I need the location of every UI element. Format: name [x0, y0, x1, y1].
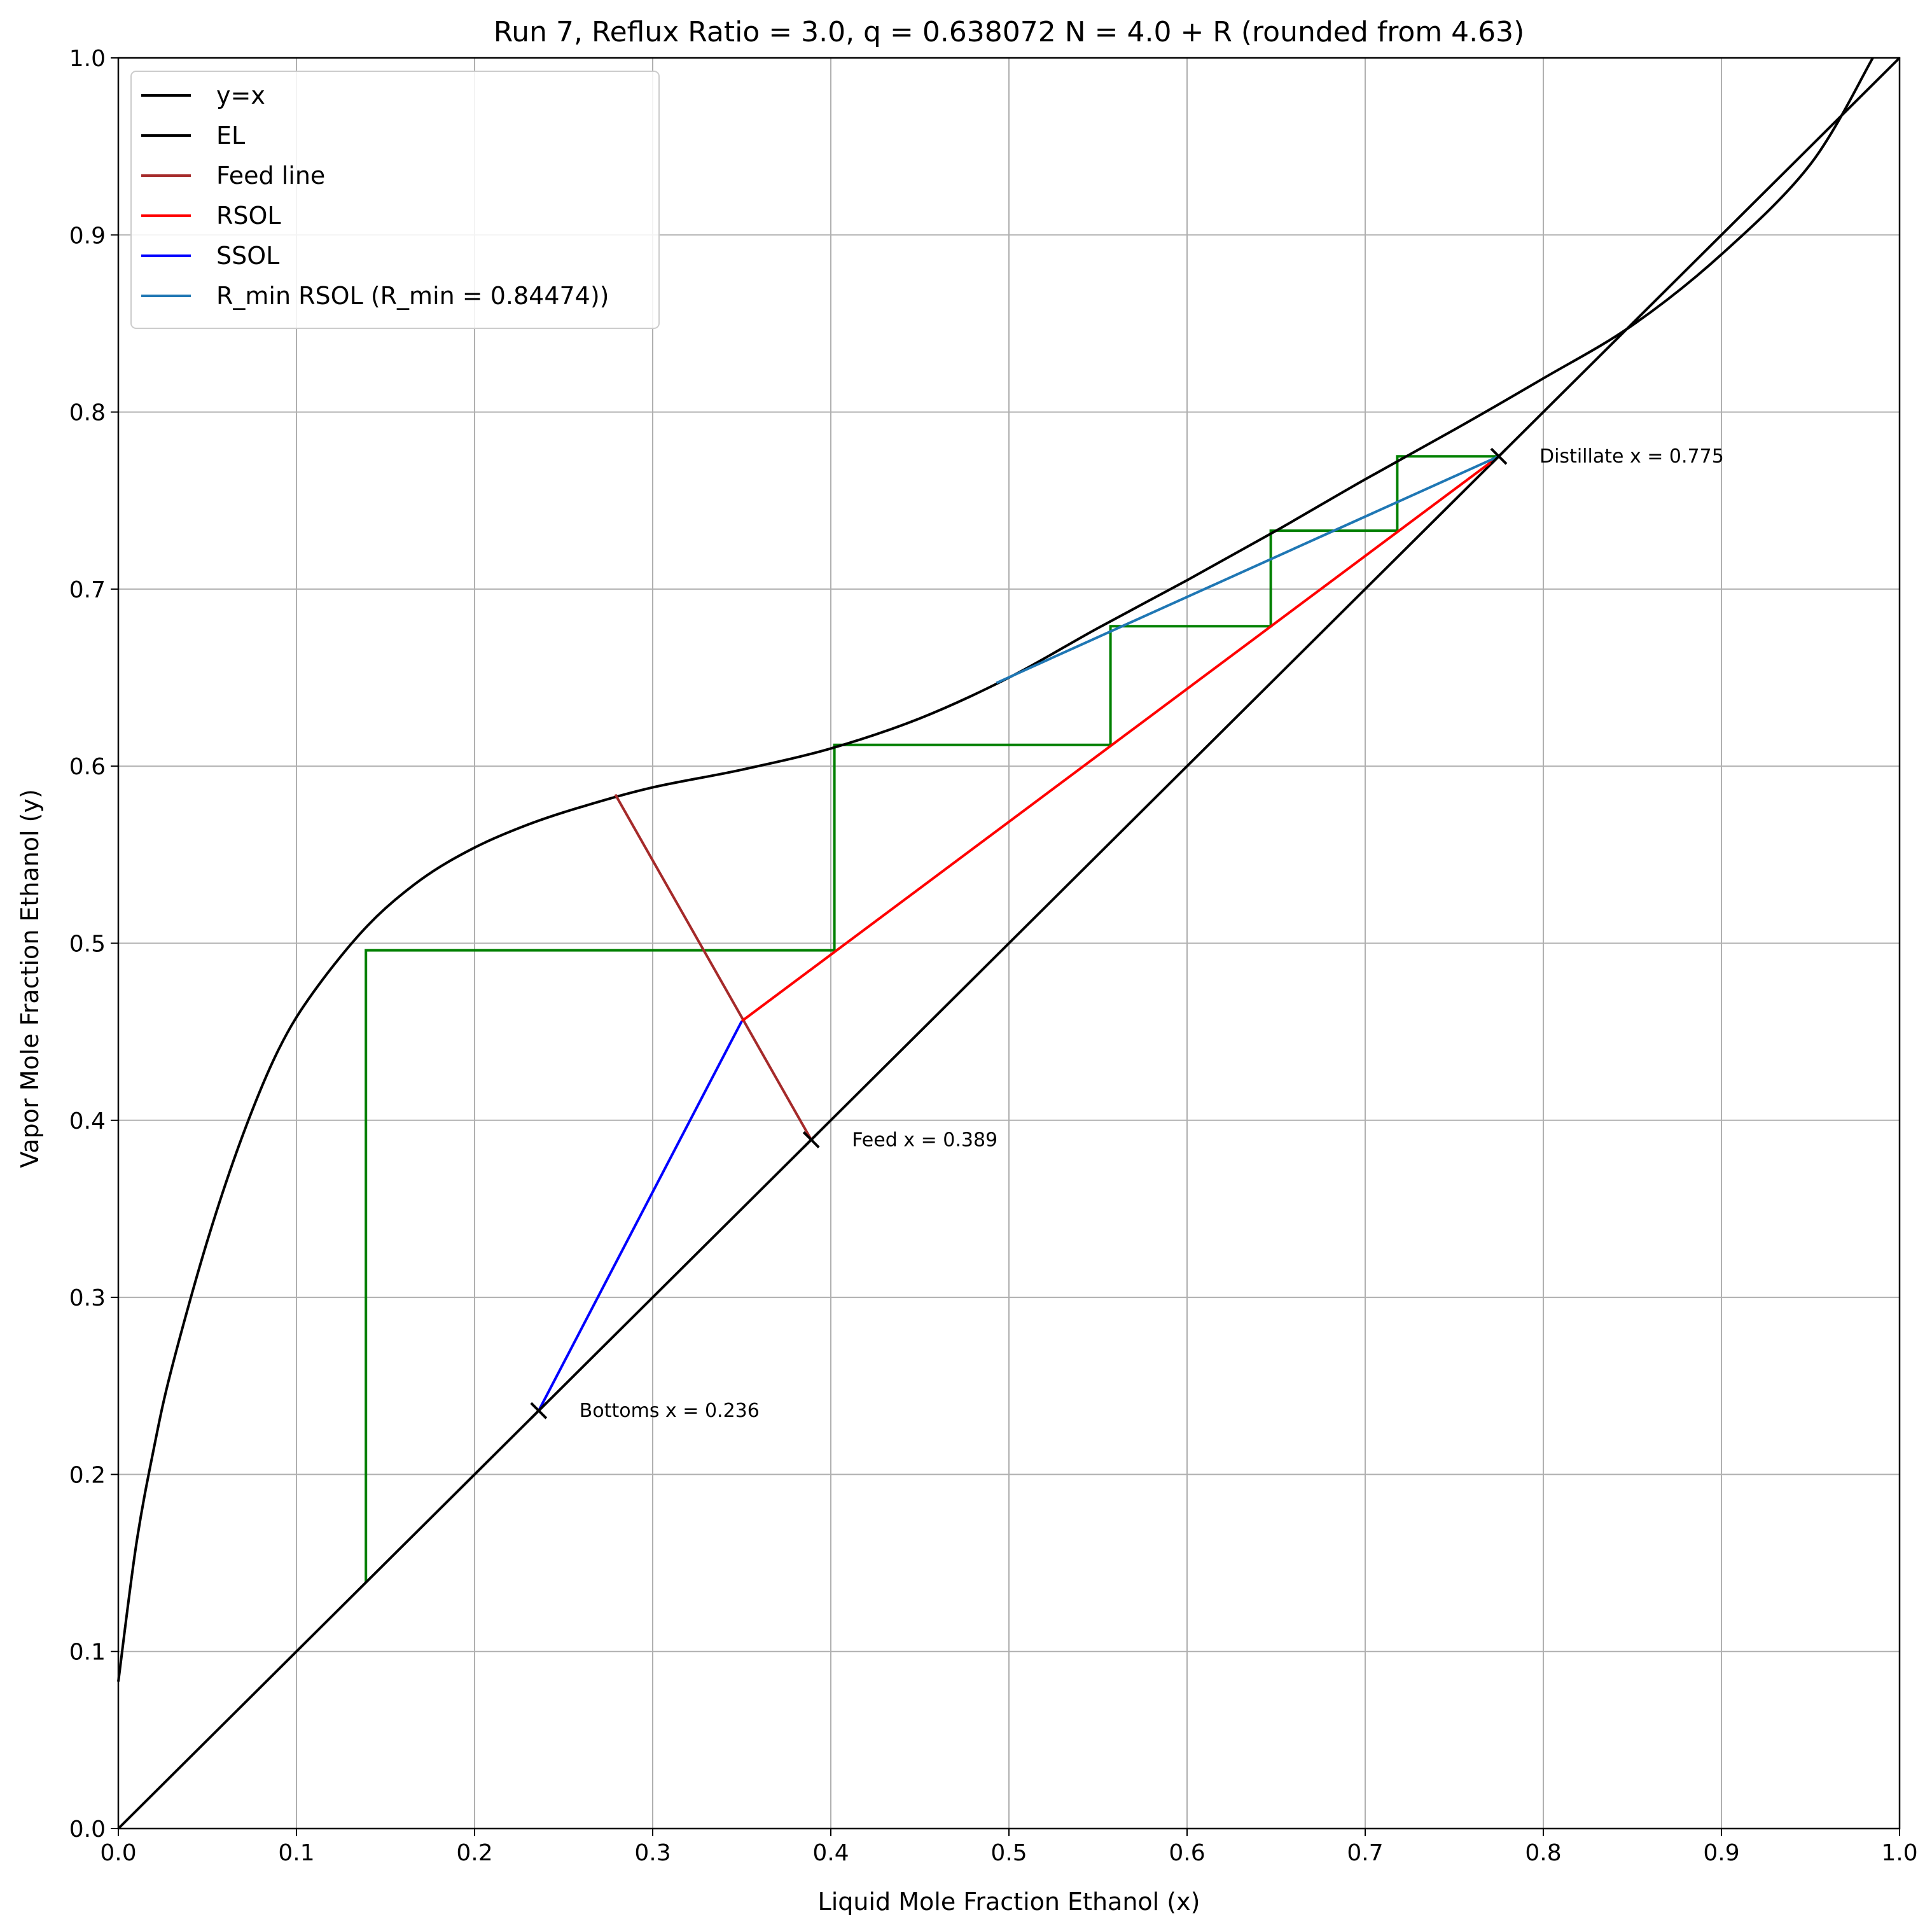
marker-x-point: [802, 1131, 820, 1148]
series-rsol: [740, 455, 1500, 1022]
series-feed-line: [614, 793, 812, 1141]
series-el: [117, 57, 1874, 1682]
legend-box: [130, 71, 660, 329]
x-tick-label: 0.9: [1703, 1840, 1739, 1866]
chart-title: Run 7, Reflux Ratio = 3.0, q = 0.638072 …: [494, 16, 1525, 48]
y-tick-label: 0.4: [69, 1108, 106, 1134]
marker-annotation: Bottoms x = 0.236: [580, 1400, 760, 1422]
legend: y=x EL Feed line RSOL SSOL R_min RSOL (R_min …: [130, 71, 660, 329]
series-r-min-rsol-r-min-0-84474: [996, 455, 1499, 685]
stage-steps: [365, 455, 1499, 1583]
y-tick-label: 1.0: [69, 46, 106, 72]
legend-entry: RSOL: [216, 202, 281, 230]
series-y-x: [117, 57, 1901, 1830]
x-tick-label: 0.4: [812, 1840, 849, 1866]
y-tick-label: 0.1: [69, 1640, 106, 1666]
marker-x-point: [1490, 447, 1508, 465]
y-tick-label: 0.7: [69, 577, 106, 603]
x-tick-label: 0.7: [1347, 1840, 1383, 1866]
y-axis-label: Vapor Mole Fraction Ethanol (y): [16, 789, 44, 1168]
x-tick-label: 0.6: [1169, 1840, 1205, 1866]
x-tick-label: 0.5: [990, 1840, 1027, 1866]
x-tick-label: 0.8: [1525, 1840, 1561, 1866]
legend-entry: EL: [216, 122, 245, 150]
x-tick-label: 1.0: [1881, 1840, 1917, 1866]
marker-group: Distillate x = 0.775 Feed x = 0.389 Bottom…: [530, 445, 1724, 1422]
marker-annotation: Distillate x = 0.775: [1539, 445, 1724, 468]
legend-entry: Feed line: [216, 162, 325, 190]
x-tick-label: 0.3: [634, 1840, 671, 1866]
marker-x-point: [530, 1402, 548, 1419]
y-tick-label: 0.2: [69, 1462, 106, 1488]
y-tick-label: 0.6: [69, 754, 106, 780]
y-tick-label: 0.5: [69, 931, 106, 958]
legend-entry: SSOL: [216, 242, 279, 270]
y-tick-label: 0.3: [69, 1285, 106, 1311]
x-axis-label: Liquid Mole Fraction Ethanol (x): [818, 1888, 1200, 1916]
legend-entry: y=x: [216, 81, 265, 109]
series-ssol: [538, 1021, 743, 1412]
tick-group: 0.0 0.1 0.2 0.3 0.4 0.5 0.6 0.7 0.8 0.9 1.0 0.0 0.1 0…: [69, 46, 1918, 1866]
legend-entry: R_min RSOL (R_min = 0.84474)): [216, 282, 609, 310]
x-tick-label: 0.2: [456, 1840, 492, 1866]
marker-annotation: Feed x = 0.389: [852, 1129, 997, 1151]
y-tick-label: 0.0: [69, 1816, 106, 1843]
x-tick-label: 0.1: [278, 1840, 314, 1866]
series-group: [117, 57, 1901, 1830]
x-tick-label: 0.0: [100, 1840, 136, 1866]
y-tick-label: 0.8: [69, 400, 106, 426]
y-tick-label: 0.9: [69, 223, 106, 249]
